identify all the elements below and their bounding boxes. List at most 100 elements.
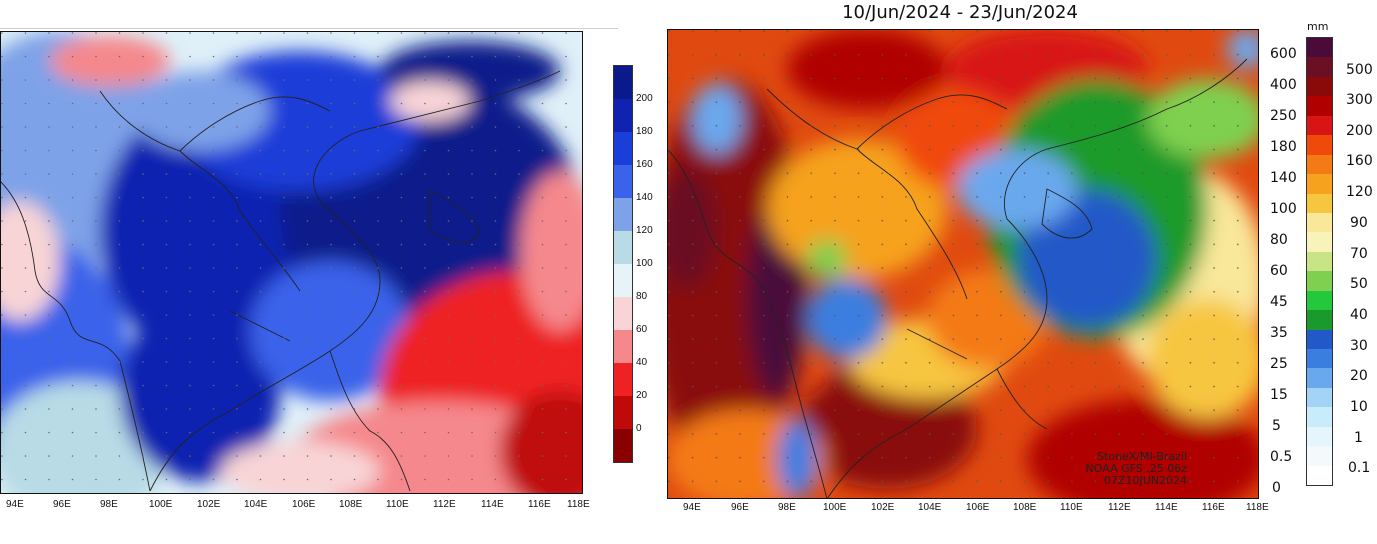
legend-label: 120 [1346, 184, 1373, 200]
data-credit: StoneX/MI-Brazil NOAA GFS .25 06z 07Z10J… [1086, 451, 1187, 487]
legend-label: 40 [1350, 307, 1368, 323]
colorbar-segment [1307, 96, 1332, 116]
right-x-tick-label: 94E [683, 502, 701, 513]
colorbar-segment [1307, 38, 1332, 58]
colorbar-segment [614, 132, 632, 165]
legend-label: 1 [1354, 430, 1363, 446]
left-x-tick-label: 112E [433, 499, 456, 510]
left-x-tick-label: 96E [53, 499, 71, 510]
left-x-tick-label: 116E [528, 499, 551, 510]
right-map-grid-dots [667, 29, 1259, 499]
left-colorbar-label: 0 [636, 423, 642, 434]
right-scale-label: 25 [1270, 356, 1288, 372]
left-x-tick-label: 104E [244, 499, 268, 510]
right-scale-label: 60 [1270, 263, 1288, 279]
left-x-tick-label: 114E [481, 499, 504, 510]
colorbar-segment [614, 297, 632, 330]
colorbar-segment [614, 330, 632, 363]
top-divider-line [0, 28, 618, 29]
legend-label: 300 [1346, 92, 1373, 108]
left-colorbar-label: 200 [636, 93, 653, 104]
colorbar-segment [614, 429, 632, 462]
right-precip-map [667, 29, 1259, 499]
right-x-tick-label: 114E [1155, 502, 1178, 513]
colorbar-segment [1307, 76, 1332, 97]
right-x-tick-label: 106E [966, 502, 990, 513]
right-x-tick-label: 100E [823, 502, 847, 513]
legend-label: 50 [1350, 276, 1368, 292]
right-x-tick-label: 98E [778, 502, 796, 513]
right-scale-label: 35 [1270, 325, 1288, 341]
colorbar-segment [1307, 290, 1332, 311]
colorbar-segment [614, 66, 632, 99]
credit-line: NOAA GFS .25 06z [1085, 462, 1187, 475]
legend-label: 500 [1346, 62, 1373, 78]
colorbar-segment [614, 264, 632, 297]
colorbar-segment [1307, 154, 1332, 175]
left-x-tick-label: 94E [6, 499, 24, 510]
legend-label: 0.1 [1348, 460, 1371, 476]
colorbar-segment [1307, 407, 1332, 427]
left-colorbar-label: 120 [636, 225, 653, 236]
right-scale-label: 140 [1270, 170, 1297, 186]
colorbar-segment [1307, 174, 1332, 194]
left-x-tick-label: 118E [567, 499, 590, 510]
left-x-tick-label: 100E [149, 499, 173, 510]
right-scale-label: 45 [1270, 294, 1288, 310]
right-x-tick-label: 118E [1246, 502, 1269, 513]
left-x-tick-label: 108E [339, 499, 363, 510]
legend-unit-label: mm [1307, 20, 1329, 33]
right-x-tick-label: 102E [871, 502, 895, 513]
right-x-tick-label: 112E [1108, 502, 1131, 513]
colorbar-segment [1307, 57, 1332, 77]
right-scale-label: 180 [1270, 139, 1297, 155]
left-x-tick-label: 98E [100, 499, 118, 510]
colorbar-segment [614, 99, 632, 132]
colorbar-segment [1307, 193, 1332, 213]
legend-label: 200 [1346, 123, 1373, 139]
left-map-grid-dots [0, 31, 583, 494]
right-map-title: 10/Jun/2024 - 23/Jun/2024 [842, 2, 1078, 23]
colorbar-segment [1307, 271, 1332, 291]
right-scale-label: 0 [1272, 480, 1281, 496]
legend-label: 10 [1350, 399, 1368, 415]
colorbar-segment [1307, 387, 1332, 408]
colorbar-segment [614, 165, 632, 198]
left-x-tick-label: 106E [292, 499, 316, 510]
colorbar-segment [614, 396, 632, 429]
left-colorbar-label: 160 [636, 159, 653, 170]
colorbar-segment [1307, 115, 1332, 136]
left-colorbar [613, 65, 633, 463]
right-x-tick-label: 104E [918, 502, 942, 513]
left-colorbar-label: 60 [636, 324, 648, 335]
right-scale-label: 100 [1270, 201, 1297, 217]
right-scale-label: 15 [1270, 387, 1288, 403]
left-colorbar-label: 40 [636, 357, 648, 368]
right-x-tick-label: 110E [1060, 502, 1083, 513]
legend-label: 90 [1350, 215, 1368, 231]
colorbar-segment [1307, 349, 1332, 369]
colorbar-segment [1307, 135, 1332, 155]
legend-label: 70 [1350, 246, 1368, 262]
left-colorbar-label: 20 [636, 390, 648, 401]
colorbar-segment [1307, 232, 1332, 252]
right-scale-label: 80 [1270, 232, 1288, 248]
left-map-panel [0, 31, 583, 494]
left-anomaly-map [0, 31, 583, 494]
colorbar-segment [614, 231, 632, 264]
right-x-tick-label: 96E [731, 502, 749, 513]
colorbar-segment [1307, 329, 1332, 349]
left-colorbar-label: 80 [636, 291, 648, 302]
right-scale-label: 400 [1270, 77, 1297, 93]
right-scale-label: 250 [1270, 108, 1297, 124]
left-x-tick-label: 102E [197, 499, 221, 510]
right-x-tick-label: 108E [1013, 502, 1037, 513]
left-colorbar-label: 140 [636, 192, 653, 203]
colorbar-segment [614, 198, 632, 231]
left-colorbar-label: 100 [636, 258, 653, 269]
colorbar-segment [1307, 212, 1332, 233]
colorbar-segment [1307, 426, 1332, 447]
left-x-tick-label: 110E [386, 499, 409, 510]
right-scale-label: 600 [1270, 46, 1297, 62]
right-map-panel: StoneX/MI-Brazil NOAA GFS .25 06z 07Z10J… [667, 29, 1259, 499]
